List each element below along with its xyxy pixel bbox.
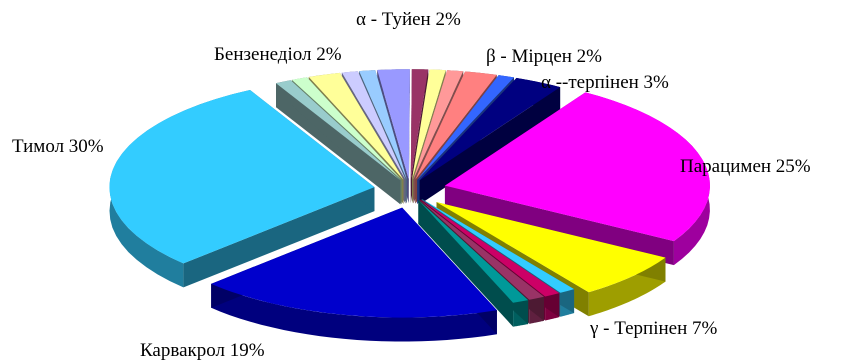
pie-slice [418,199,529,327]
pie-slice-top [359,70,407,180]
pie-slice-top [308,72,404,180]
pie-slice-wall [419,87,561,205]
pie-slice-top [421,199,575,293]
label-gamma-terpinene: γ - Терпінен 7% [590,318,718,339]
pie-slice-top [410,69,429,180]
pie-slice [211,207,497,342]
pie-slice-top [417,75,515,180]
pie-slice-top [276,80,401,181]
pie-slice-wall [418,199,514,327]
pie-slice [276,80,401,205]
pie-slice-top [291,77,402,181]
pie-slice-top [436,202,666,293]
pie-slice-top [341,71,406,180]
pie-slice-top [419,77,561,181]
pie-slice-wall [444,185,674,266]
label-alpha-thujene: α - Туйен 2% [356,9,461,30]
label-thymol: Тимол 30% [12,136,104,157]
pie-slice [444,92,710,266]
label-beta-myrcene: β - Мірцен 2% [486,46,603,67]
pie-slice [109,90,375,288]
pie-slice-top [377,69,410,180]
pie-slice-top [109,90,375,264]
pie-slice-wall [408,69,410,204]
pie-slice-top [211,207,497,318]
pie-slice-side [211,283,497,342]
label-benzenediol: Бензенедіол 2% [214,44,342,65]
label-carvacrol: Карвакрол 19% [140,340,265,361]
pie-slice-top [412,69,446,180]
pie-slice-top [419,199,544,300]
pie-slice-top [418,199,529,303]
pie-slice-wall [183,187,375,288]
pie-slice-top [415,71,497,180]
pie-slice-top [420,199,560,297]
pie-slice [419,77,561,205]
label-paracymene: Парацимен 25% [680,156,811,177]
pie-slice-top [413,70,464,180]
label-alpha-terpinene: α --терпінен 3% [541,72,669,93]
pie-slice-top [444,92,710,242]
